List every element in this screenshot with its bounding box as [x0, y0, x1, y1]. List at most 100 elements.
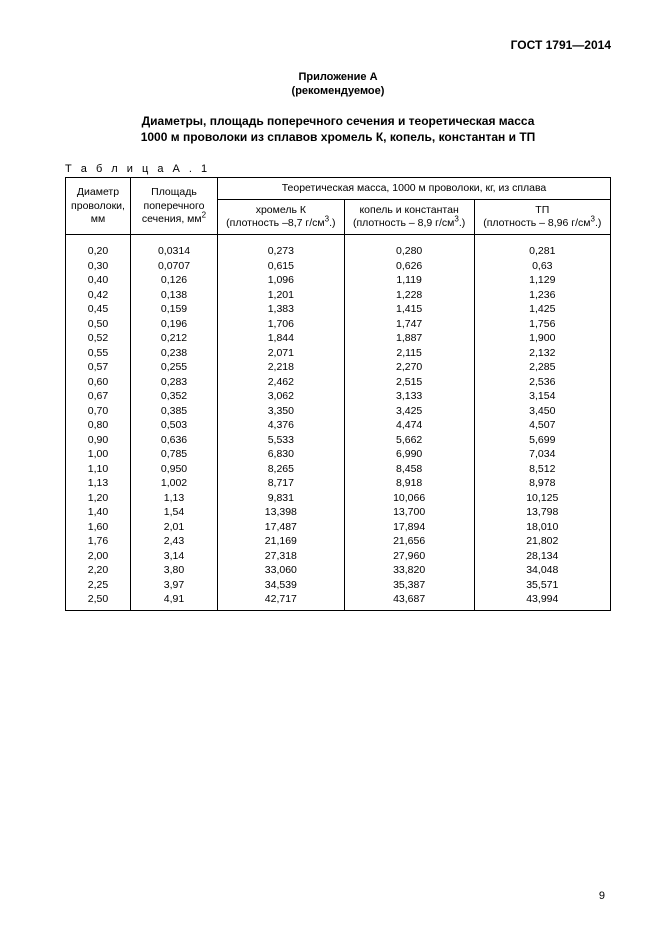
table-cell: 0,626	[344, 259, 474, 274]
tp-l1: ТП	[535, 204, 549, 216]
table-row: 0,550,2382,0712,1152,132	[66, 346, 611, 361]
table-label: Т а б л и ц а А . 1	[65, 163, 611, 175]
table-cell: 0,60	[66, 375, 131, 390]
table-cell: 1,54	[131, 506, 218, 521]
table-cell: 0,63	[474, 259, 610, 274]
table-cell: 0,503	[131, 419, 218, 434]
table-cell: 8,458	[344, 462, 474, 477]
table-row: 0,400,1261,0961,1191,129	[66, 274, 611, 289]
table-row: 1,100,9508,2658,4588,512	[66, 462, 611, 477]
table-cell: 4,474	[344, 419, 474, 434]
table-row: 0,200,03140,2730,2800,281	[66, 235, 611, 259]
table-row: 0,600,2832,4622,5152,536	[66, 375, 611, 390]
table-row: 0,900,6365,5335,6625,699	[66, 433, 611, 448]
table-cell: 3,450	[474, 404, 610, 419]
header-tp: ТП (плотность – 8,96 г/см3.)	[474, 200, 610, 235]
table-cell: 0,90	[66, 433, 131, 448]
table-cell: 21,169	[218, 535, 345, 550]
table-cell: 10,125	[474, 491, 610, 506]
table-cell: 1,236	[474, 288, 610, 303]
table-cell: 6,830	[218, 448, 345, 463]
table-cell: 0,950	[131, 462, 218, 477]
table-row: 0,570,2552,2182,2702,285	[66, 361, 611, 376]
table-cell: 0,55	[66, 346, 131, 361]
table-cell: 1,40	[66, 506, 131, 521]
table-cell: 28,134	[474, 549, 610, 564]
table-cell: 17,894	[344, 520, 474, 535]
table-cell: 3,154	[474, 390, 610, 405]
table-cell: 0,212	[131, 332, 218, 347]
table-cell: 0,636	[131, 433, 218, 448]
table-cell: 0,280	[344, 235, 474, 259]
table-cell: 6,990	[344, 448, 474, 463]
table-cell: 0,40	[66, 274, 131, 289]
table-cell: 42,717	[218, 593, 345, 611]
table-cell: 2,462	[218, 375, 345, 390]
table-cell: 2,43	[131, 535, 218, 550]
table-cell: 2,20	[66, 564, 131, 579]
table-cell: 8,717	[218, 477, 345, 492]
table-cell: 0,352	[131, 390, 218, 405]
table-cell: 2,115	[344, 346, 474, 361]
table-cell: 8,918	[344, 477, 474, 492]
table-cell: 2,25	[66, 578, 131, 593]
table-row: 0,300,07070,6150,6260,63	[66, 259, 611, 274]
table-row: 1,401,5413,39813,70013,798	[66, 506, 611, 521]
wire-table: Диаметр проволоки, мм Площадь поперечног…	[65, 177, 611, 612]
table-cell: 0,0314	[131, 235, 218, 259]
table-cell: 4,91	[131, 593, 218, 611]
table-cell: 1,13	[66, 477, 131, 492]
document-title: Диаметры, площадь поперечного сечения и …	[65, 113, 611, 145]
table-cell: 0,785	[131, 448, 218, 463]
table-cell: 3,133	[344, 390, 474, 405]
table-cell: 0,281	[474, 235, 610, 259]
table-cell: 27,318	[218, 549, 345, 564]
header-area: Площадь поперечного сечения, мм2	[131, 177, 218, 234]
table-cell: 0,255	[131, 361, 218, 376]
table-cell: 8,512	[474, 462, 610, 477]
table-cell: 1,096	[218, 274, 345, 289]
table-cell: 0,385	[131, 404, 218, 419]
table-cell: 1,415	[344, 303, 474, 318]
table-cell: 21,802	[474, 535, 610, 550]
table-cell: 1,002	[131, 477, 218, 492]
table-cell: 2,01	[131, 520, 218, 535]
table-row: 1,602,0117,48717,89418,010	[66, 520, 611, 535]
table-cell: 0,283	[131, 375, 218, 390]
table-cell: 8,978	[474, 477, 610, 492]
table-cell: 2,132	[474, 346, 610, 361]
table-row: 0,700,3853,3503,4253,450	[66, 404, 611, 419]
table-row: 0,500,1961,7061,7471,756	[66, 317, 611, 332]
chromel-l2: (плотность –8,7 г/см	[226, 217, 325, 229]
table-cell: 8,265	[218, 462, 345, 477]
table-cell: 10,066	[344, 491, 474, 506]
table-cell: 33,820	[344, 564, 474, 579]
table-cell: 21,656	[344, 535, 474, 550]
table-cell: 3,350	[218, 404, 345, 419]
table-cell: 0,273	[218, 235, 345, 259]
table-cell: 5,662	[344, 433, 474, 448]
table-cell: 7,034	[474, 448, 610, 463]
table-cell: 18,010	[474, 520, 610, 535]
table-cell: 1,201	[218, 288, 345, 303]
table-cell: 0,615	[218, 259, 345, 274]
table-cell: 0,57	[66, 361, 131, 376]
table-cell: 0,30	[66, 259, 131, 274]
table-row: 1,131,0028,7178,9188,978	[66, 477, 611, 492]
table-cell: 1,706	[218, 317, 345, 332]
table-cell: 0,159	[131, 303, 218, 318]
table-cell: 2,285	[474, 361, 610, 376]
table-cell: 1,900	[474, 332, 610, 347]
table-row: 2,504,9142,71743,68743,994	[66, 593, 611, 611]
table-cell: 5,533	[218, 433, 345, 448]
table-cell: 13,700	[344, 506, 474, 521]
table-row: 0,420,1381,2011,2281,236	[66, 288, 611, 303]
area-l3: сечения, мм	[142, 213, 202, 225]
table-cell: 3,062	[218, 390, 345, 405]
table-cell: 1,129	[474, 274, 610, 289]
kopel-l2: (плотность – 8,9 г/см	[353, 217, 454, 229]
table-cell: 43,994	[474, 593, 610, 611]
table-cell: 1,60	[66, 520, 131, 535]
title-line2: 1000 м проволоки из сплавов хромель К, к…	[141, 130, 536, 144]
table-cell: 5,699	[474, 433, 610, 448]
